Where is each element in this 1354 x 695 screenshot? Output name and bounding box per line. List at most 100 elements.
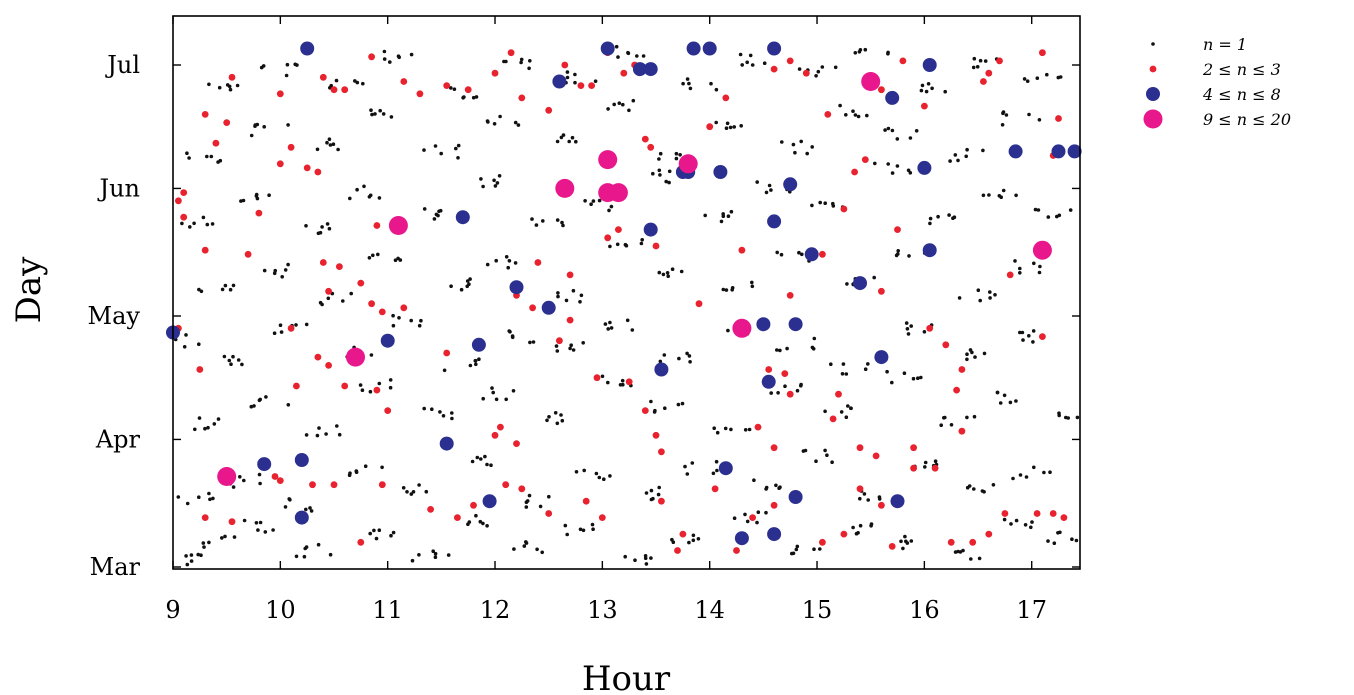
point-series-2 — [378, 308, 386, 316]
point-n1 — [516, 123, 521, 127]
point-n1 — [570, 135, 575, 140]
point-series-2 — [582, 497, 590, 505]
point-series-3 — [509, 280, 524, 295]
point-n1 — [1002, 517, 1007, 522]
point-n1 — [679, 269, 684, 274]
point-n1 — [327, 137, 332, 141]
point-n1 — [649, 399, 653, 404]
point-n1 — [721, 287, 726, 292]
point-n1 — [431, 549, 436, 553]
point-n1 — [264, 395, 268, 399]
point-n1 — [793, 150, 797, 155]
point-n1 — [189, 553, 194, 557]
point-n1 — [830, 460, 834, 465]
point-series-2 — [593, 374, 601, 382]
point-n1 — [890, 128, 895, 133]
point-series-2 — [958, 366, 966, 373]
point-series-2 — [223, 119, 231, 126]
point-n1 — [651, 171, 655, 176]
point-n1 — [231, 283, 236, 288]
point-n1 — [914, 129, 919, 133]
point-n1 — [967, 484, 972, 488]
point-series-2 — [840, 205, 848, 213]
point-series-2 — [368, 53, 375, 61]
point-n1 — [729, 427, 733, 432]
point-series-2 — [373, 222, 381, 229]
point-n1 — [242, 478, 246, 483]
legend: n = 1 2 ≤ n ≤ 3 4 ≤ n ≤ 8 9 ≤ n ≤ 20 — [1143, 35, 1291, 129]
point-n1 — [674, 151, 679, 156]
point-series-3 — [541, 300, 556, 315]
point-series-2 — [985, 69, 993, 77]
point-n1 — [397, 55, 402, 60]
point-n1 — [409, 318, 414, 323]
point-n1 — [328, 143, 333, 147]
point-n1 — [492, 178, 496, 183]
point-n1 — [977, 556, 982, 561]
point-series-2 — [819, 250, 826, 258]
point-n1 — [764, 487, 768, 491]
point-n1 — [589, 202, 593, 206]
point-series-2 — [518, 94, 526, 102]
point-n1 — [397, 316, 401, 320]
point-series-2 — [464, 86, 472, 94]
point-n1 — [565, 75, 570, 80]
point-n1 — [982, 351, 987, 356]
point-series-3 — [713, 165, 728, 179]
point-n1 — [670, 537, 674, 542]
point-n1 — [491, 390, 496, 395]
point-series-2 — [878, 86, 885, 94]
point-n1 — [1018, 271, 1022, 275]
point-n1 — [433, 144, 438, 148]
point-n1 — [288, 498, 292, 502]
point-series-4 — [678, 154, 698, 174]
point-n1 — [555, 421, 560, 426]
point-n1 — [249, 404, 254, 409]
point-n1 — [555, 218, 560, 222]
point-n1 — [849, 406, 853, 411]
point-n1 — [949, 423, 954, 427]
point-n1 — [709, 81, 713, 86]
point-n1 — [616, 55, 620, 59]
point-n1 — [906, 332, 911, 336]
point-n1 — [327, 226, 332, 231]
point-n1 — [207, 540, 211, 545]
point-n1 — [606, 327, 610, 331]
point-n1 — [212, 422, 217, 426]
point-n1 — [556, 294, 560, 299]
point-n1 — [680, 401, 685, 406]
point-series-2 — [400, 304, 408, 312]
point-n1 — [906, 168, 911, 173]
point-n1 — [205, 222, 210, 227]
point-n1 — [267, 193, 271, 197]
point-n1 — [776, 391, 780, 395]
point-n1 — [723, 426, 728, 431]
point-n1 — [778, 485, 782, 490]
point-n1 — [329, 83, 334, 88]
point-series-2 — [1006, 271, 1014, 279]
point-series-2 — [561, 61, 569, 69]
point-n1 — [591, 527, 595, 531]
point-series-2 — [958, 427, 966, 435]
point-n1 — [337, 432, 342, 437]
point-n1 — [574, 139, 578, 144]
x-tick-label: 9 — [165, 596, 180, 624]
point-n1 — [554, 344, 559, 348]
point-n1 — [1042, 470, 1046, 475]
point-n1 — [1033, 207, 1038, 212]
point-series-2 — [942, 341, 950, 349]
point-series-2 — [287, 324, 295, 332]
point-n1 — [905, 541, 910, 545]
point-n1 — [688, 86, 693, 91]
point-n1 — [933, 459, 938, 464]
point-series-2 — [228, 73, 236, 81]
point-n1 — [456, 156, 460, 160]
point-series-2 — [921, 102, 928, 110]
point-series-4 — [1032, 240, 1052, 260]
point-n1 — [656, 492, 661, 497]
point-n1 — [363, 464, 368, 469]
point-series-2 — [1055, 115, 1062, 122]
point-n1 — [522, 544, 527, 548]
point-series-3 — [922, 58, 937, 72]
point-n1 — [961, 548, 965, 553]
